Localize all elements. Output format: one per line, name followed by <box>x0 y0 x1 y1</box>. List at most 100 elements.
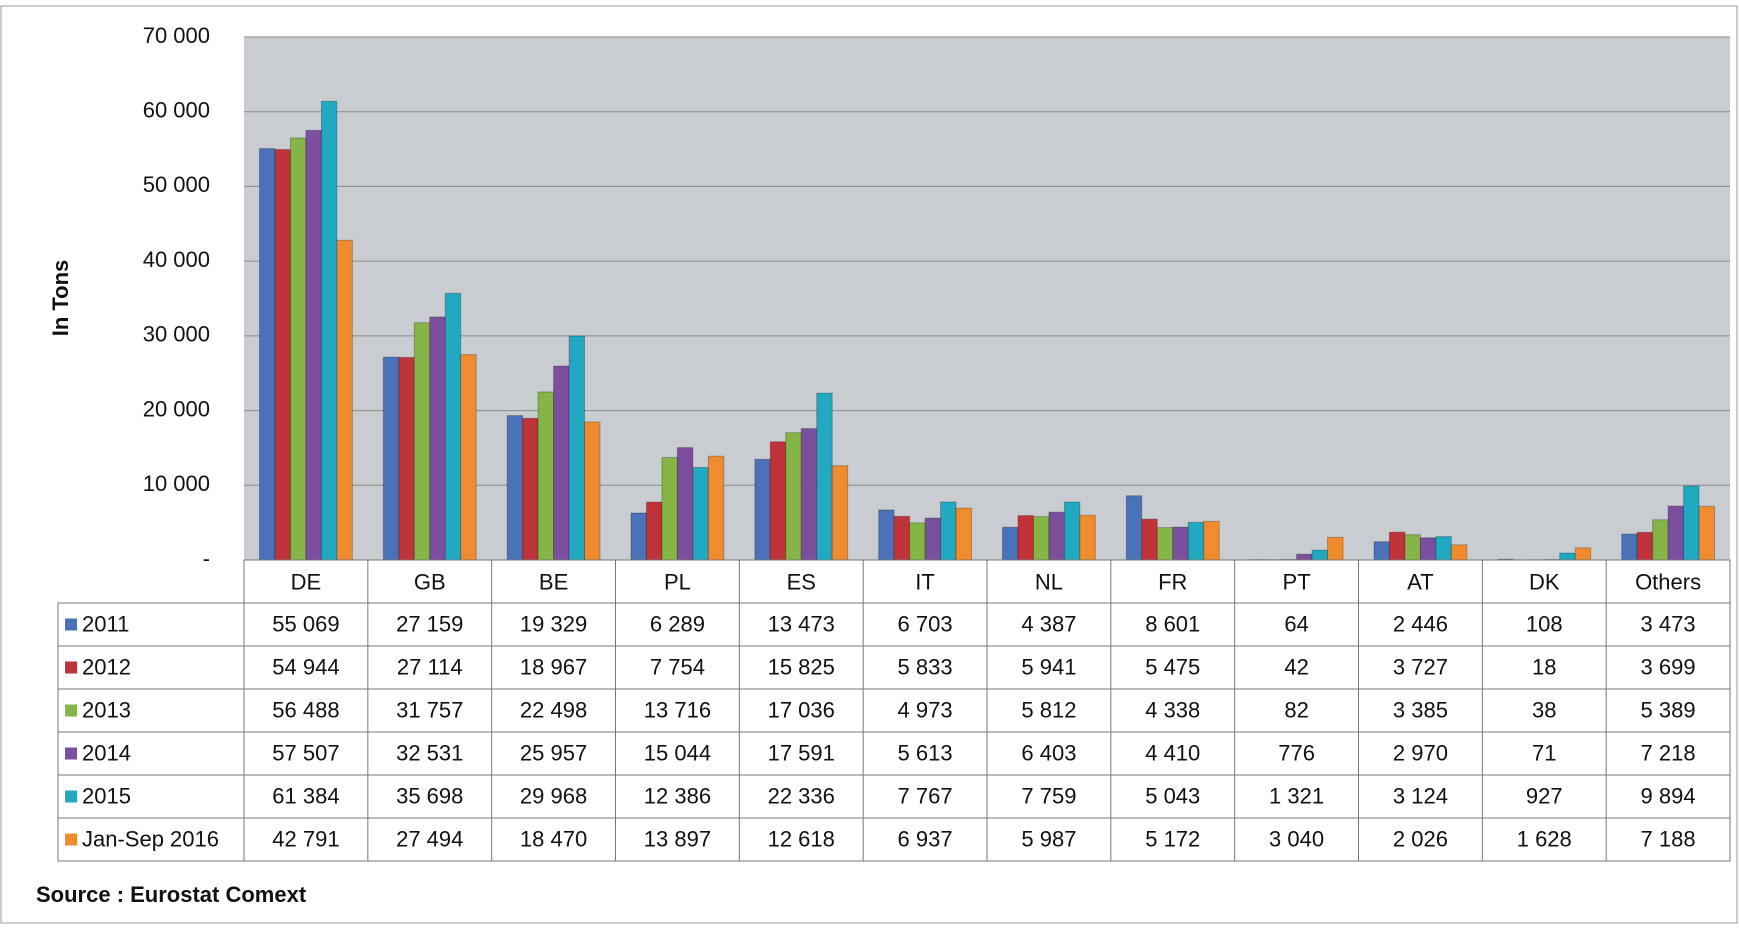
table-value: 82 <box>1284 697 1308 722</box>
bar <box>523 418 538 560</box>
table-value: 38 <box>1532 697 1556 722</box>
bar <box>507 416 522 560</box>
x-tick-label: PT <box>1283 569 1311 594</box>
legend-swatch <box>65 748 77 760</box>
table-value: 6 289 <box>650 611 705 636</box>
y-tick-label: - <box>203 546 210 571</box>
y-tick-label: 40 000 <box>143 247 210 272</box>
table-value: 13 716 <box>644 697 711 722</box>
table-value: 3 727 <box>1393 654 1448 679</box>
bar <box>1204 521 1219 560</box>
table-value: 7 767 <box>898 783 953 808</box>
x-tick-label: DK <box>1529 569 1560 594</box>
bar <box>1622 534 1637 560</box>
table-value: 29 968 <box>520 783 587 808</box>
bar <box>1668 506 1683 560</box>
table-value: 1 321 <box>1269 783 1324 808</box>
table-value: 5 043 <box>1145 783 1200 808</box>
bar <box>910 523 925 560</box>
legend-swatch <box>65 705 77 717</box>
table-value: 5 613 <box>898 740 953 765</box>
table-value: 4 338 <box>1145 697 1200 722</box>
bar <box>569 336 584 560</box>
bar <box>1126 496 1141 560</box>
table-value: 17 591 <box>768 740 835 765</box>
x-tick-label: GB <box>414 569 446 594</box>
table-value: 15 825 <box>768 654 835 679</box>
source: Source : Eurostat Comext <box>36 882 307 907</box>
y-tick-label: 50 000 <box>143 172 210 197</box>
table-value: 71 <box>1532 740 1556 765</box>
bar <box>585 422 600 560</box>
bar <box>1173 527 1188 560</box>
bar <box>306 130 321 560</box>
table-value: 6 937 <box>898 826 953 851</box>
bar <box>399 357 414 560</box>
y-tick-label: 70 000 <box>143 23 210 48</box>
x-tick-label: ES <box>787 569 816 594</box>
bar <box>1064 502 1079 560</box>
bar <box>646 502 661 560</box>
table-value: 57 507 <box>272 740 339 765</box>
bar <box>1049 512 1064 560</box>
bar <box>1436 537 1451 560</box>
bar <box>941 502 956 560</box>
x-tick-label: IT <box>915 569 935 594</box>
bar <box>445 293 460 560</box>
bar <box>414 323 429 560</box>
table-value: 3 473 <box>1641 611 1696 636</box>
table-value: 5 987 <box>1021 826 1076 851</box>
bar <box>383 357 398 560</box>
table-value: 4 387 <box>1021 611 1076 636</box>
table-value: 776 <box>1278 740 1315 765</box>
bar <box>1328 537 1343 560</box>
table-value: 55 069 <box>272 611 339 636</box>
table-value: 7 759 <box>1021 783 1076 808</box>
x-tick-label: PL <box>664 569 691 594</box>
bar <box>430 317 445 560</box>
table-value: 3 124 <box>1393 783 1448 808</box>
x-tick-label: Others <box>1635 569 1701 594</box>
x-tick-label: FR <box>1158 569 1187 594</box>
table-value: 18 470 <box>520 826 587 851</box>
x-tick-label: NL <box>1035 569 1063 594</box>
bar <box>832 466 847 560</box>
table-value: 6 403 <box>1021 740 1076 765</box>
bar <box>1297 554 1312 560</box>
table-value: 42 791 <box>272 826 339 851</box>
table-value: 22 498 <box>520 697 587 722</box>
table-value: 7 188 <box>1641 826 1696 851</box>
bar <box>677 448 692 560</box>
bar <box>1389 532 1404 560</box>
table-value: 8 601 <box>1145 611 1200 636</box>
bar <box>1420 538 1435 560</box>
bar <box>879 510 894 560</box>
bar <box>538 392 553 560</box>
bar <box>662 458 677 560</box>
bar <box>1018 516 1033 560</box>
table-value: 19 329 <box>520 611 587 636</box>
legend-swatch <box>65 619 77 631</box>
legend-label: Jan-Sep 2016 <box>82 826 219 851</box>
table-value: 35 698 <box>396 783 463 808</box>
bar <box>770 442 785 560</box>
table-value: 7 218 <box>1641 740 1696 765</box>
table-value: 5 812 <box>1021 697 1076 722</box>
table-value: 22 336 <box>768 783 835 808</box>
legend-label: 2014 <box>82 740 131 765</box>
table-value: 25 957 <box>520 740 587 765</box>
table-value: 27 494 <box>396 826 463 851</box>
bar <box>461 355 476 560</box>
table-value: 2 970 <box>1393 740 1448 765</box>
bar <box>1188 522 1203 560</box>
table-value: 5 172 <box>1145 826 1200 851</box>
bar <box>817 393 832 560</box>
bar <box>1312 550 1327 560</box>
y-axis-label: In Tons <box>48 260 73 337</box>
legend-label: 2012 <box>82 654 131 679</box>
table-value: 18 <box>1532 654 1556 679</box>
table-value: 54 944 <box>272 654 339 679</box>
table-value: 12 618 <box>768 826 835 851</box>
bar <box>801 429 816 560</box>
